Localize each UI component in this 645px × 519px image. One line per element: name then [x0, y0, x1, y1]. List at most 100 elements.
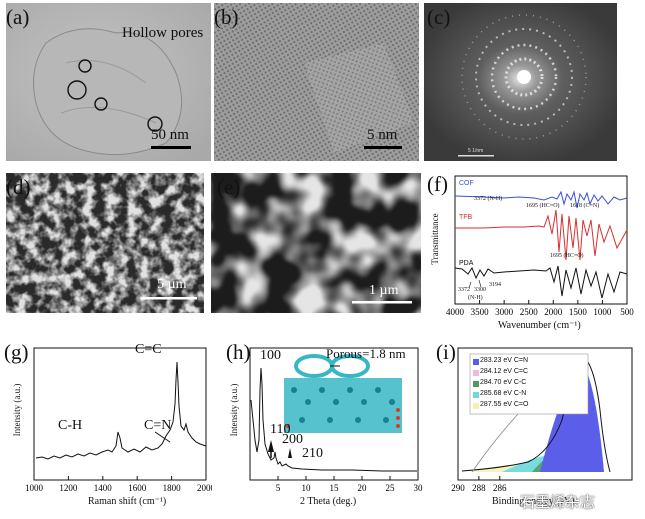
legend-swatch — [473, 370, 479, 376]
panel-i-xps-chart: 290 288 286 (i) 283.23 eV C=N 284.12 eV C=… — [432, 340, 642, 512]
series-line-pda — [454, 265, 628, 299]
panel-label: (h) — [226, 340, 251, 364]
x-tick-label: 5 — [276, 483, 281, 493]
tem-micrograph-a — [6, 3, 211, 161]
x-tick-label: 1600 — [128, 483, 147, 493]
annotation-label: 3194 — [489, 282, 501, 288]
series-line-tfb — [455, 209, 628, 261]
legend-swatch — [473, 381, 479, 387]
series-line-cof — [454, 190, 628, 209]
panel-label: (i) — [436, 340, 456, 364]
scale-bar — [151, 146, 191, 149]
x-tick-label: 2500 — [520, 307, 539, 317]
peak-label-100: 100 — [260, 348, 281, 363]
legend-label-tfb: TFB — [459, 214, 473, 221]
scale-bar — [364, 146, 402, 149]
x-tick-label: 1000 — [593, 307, 612, 317]
legend-entry: 283.23 eV C=N — [480, 357, 529, 364]
peak-arrow — [288, 448, 292, 458]
scale-bar — [458, 155, 494, 157]
legend-label-cof: COF — [459, 180, 474, 187]
ftir-chart: 4000 3500 3000 2500 2000 1500 1000 500 — [446, 175, 634, 317]
x-axis-label: Binding energy (eV) — [492, 496, 575, 507]
legend-swatch — [473, 392, 479, 398]
annotation-label: 1695 (HC=O) — [526, 203, 560, 209]
panel-a-tem-image: (a) Hollow pores 50 nm — [6, 3, 211, 161]
panel-label: (d) — [6, 175, 31, 199]
inset-label: Porous=1.8 nm — [326, 346, 406, 361]
scale-label: 1 µm — [369, 283, 399, 298]
panel-label: (c) — [427, 5, 451, 29]
watermark-text: 石墨烯杂志 — [520, 493, 596, 511]
x-tick-label: 15 — [330, 483, 340, 493]
pore-circle — [94, 97, 108, 111]
x-tick-label: 20 — [358, 483, 368, 493]
legend-swatch — [473, 359, 479, 365]
series-line-xrd — [250, 367, 417, 472]
panel-e-sem-image: (e) 1 µm — [211, 173, 421, 313]
x-tick-label: 1800 — [163, 483, 182, 493]
x-axis-label: Raman shift (cm⁻¹) — [88, 496, 167, 507]
x-tick-label: 290 — [451, 483, 465, 493]
panel-label: (e) — [217, 175, 241, 199]
x-tick-label: 10 — [302, 483, 312, 493]
panel-c-fft-pattern: (c) 5 1/nm — [424, 3, 617, 161]
panel-label: (g) — [4, 340, 29, 364]
xps-chart: 290 288 286 — [451, 347, 633, 493]
y-axis-label: Intensity (a.u.) — [229, 383, 239, 437]
x-tick-label: 3000 — [495, 307, 514, 317]
x-tick-label: 286 — [493, 483, 507, 493]
pore-circle — [78, 59, 92, 73]
peak-label-cn: C=N — [144, 418, 172, 433]
pore-circle — [147, 116, 163, 132]
panel-label: (b) — [214, 5, 239, 29]
annotation-label: (N-H) — [468, 295, 483, 301]
scale-label: 5 1/nm — [468, 148, 484, 154]
x-tick-label: 288 — [472, 483, 486, 493]
panel-g-raman-chart: 1000 1200 1400 1600 1800 2000 (g) C-H C=C C=N… — [2, 340, 216, 512]
sem-micrograph-e — [211, 173, 421, 313]
x-tick-label: 4000 — [446, 307, 465, 317]
series-line-raman — [35, 361, 207, 460]
panel-h-xrd-chart: 5 10 15 20 25 30 (h) Porous=1.8 nm 100 110 20… — [222, 340, 428, 512]
x-tick-label: 1400 — [94, 483, 113, 493]
x-tick-label: 500 — [620, 307, 634, 317]
peak-arrow — [154, 431, 171, 443]
peak-label-cc: C=C — [135, 342, 162, 357]
framework-inset-image — [284, 354, 402, 433]
x-axis-label: 2 Theta (deg.) — [300, 496, 357, 507]
x-tick-label: 2000 — [197, 483, 212, 493]
x-axis-label: Wavenumber (cm⁻¹) — [498, 320, 581, 331]
legend-entry: 285.68 eV C-N — [480, 390, 527, 397]
panel-d-sem-image: (d) 5 µm — [6, 173, 204, 313]
panel-f-ftir-chart: 4000 3500 3000 2500 2000 1500 1000 500 (f) COF … — [424, 170, 639, 338]
xrd-chart: 5 10 15 20 25 30 — [249, 347, 424, 493]
raman-chart: 1000 1200 1400 1600 1800 2000 — [25, 347, 216, 493]
x-tick-label: 1000 — [25, 483, 44, 493]
panel-label: (a) — [6, 5, 30, 29]
hrtem-lattice — [214, 3, 419, 161]
peak-label-210: 210 — [302, 446, 323, 461]
legend-box — [469, 353, 589, 415]
legend-label-pda: PDA — [459, 260, 474, 267]
peak-label-ch: C-H — [58, 418, 83, 433]
scale-bar — [352, 301, 412, 304]
legend-entry: 287.55 eV C=O — [480, 401, 529, 408]
annotation-hollow-pores: Hollow pores — [122, 25, 204, 41]
scale-bar — [141, 297, 197, 300]
panel-label: (f) — [427, 172, 448, 196]
scale-label: 5 nm — [367, 127, 398, 143]
annotation-label: 3372 (N-H) — [474, 196, 503, 202]
x-tick-label: 1200 — [59, 483, 78, 493]
annotation-label: 1618 (C=N) — [570, 203, 600, 209]
x-tick-label: 30 — [414, 483, 424, 493]
annotation-label: 1695 (HC=O) — [550, 253, 584, 259]
panel-b-hrtem-image: (b) 5 nm — [214, 3, 419, 161]
scale-label: 50 nm — [151, 127, 189, 143]
sem-micrograph-d — [6, 173, 204, 313]
y-axis-label: Transmittance — [430, 213, 440, 265]
x-tick-label: 3500 — [471, 307, 490, 317]
annotation-label: 3300 — [474, 287, 486, 293]
legend-swatch — [473, 403, 479, 409]
legend-entry: 284.12 eV C=C — [480, 368, 529, 375]
